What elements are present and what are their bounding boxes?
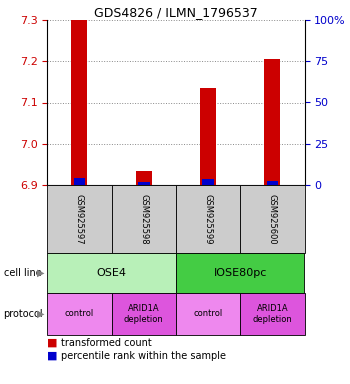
Bar: [200, 88, 216, 185]
Text: ■: ■: [47, 351, 58, 361]
Text: GSM925600: GSM925600: [268, 194, 277, 244]
Text: ARID1A
depletion: ARID1A depletion: [252, 304, 292, 324]
Bar: [71, 20, 88, 185]
Bar: [74, 179, 85, 185]
Text: OSE4: OSE4: [97, 268, 127, 278]
Text: ■: ■: [47, 338, 58, 348]
Text: GSM925598: GSM925598: [139, 194, 148, 244]
Bar: [267, 181, 278, 185]
Bar: [136, 170, 152, 185]
Text: GSM925599: GSM925599: [204, 194, 212, 244]
Text: transformed count: transformed count: [61, 338, 152, 348]
Text: percentile rank within the sample: percentile rank within the sample: [61, 351, 226, 361]
Text: ▶: ▶: [36, 309, 44, 319]
Text: cell line: cell line: [4, 268, 41, 278]
Title: GDS4826 / ILMN_1796537: GDS4826 / ILMN_1796537: [94, 6, 258, 19]
Text: protocol: protocol: [4, 309, 43, 319]
Text: ▶: ▶: [36, 268, 44, 278]
Text: control: control: [194, 310, 223, 318]
Text: ARID1A
depletion: ARID1A depletion: [124, 304, 163, 324]
Text: IOSE80pc: IOSE80pc: [214, 268, 267, 278]
Bar: [202, 179, 214, 185]
Text: GSM925597: GSM925597: [75, 194, 84, 244]
Text: control: control: [65, 310, 94, 318]
Bar: [264, 59, 280, 185]
Bar: [138, 182, 149, 185]
